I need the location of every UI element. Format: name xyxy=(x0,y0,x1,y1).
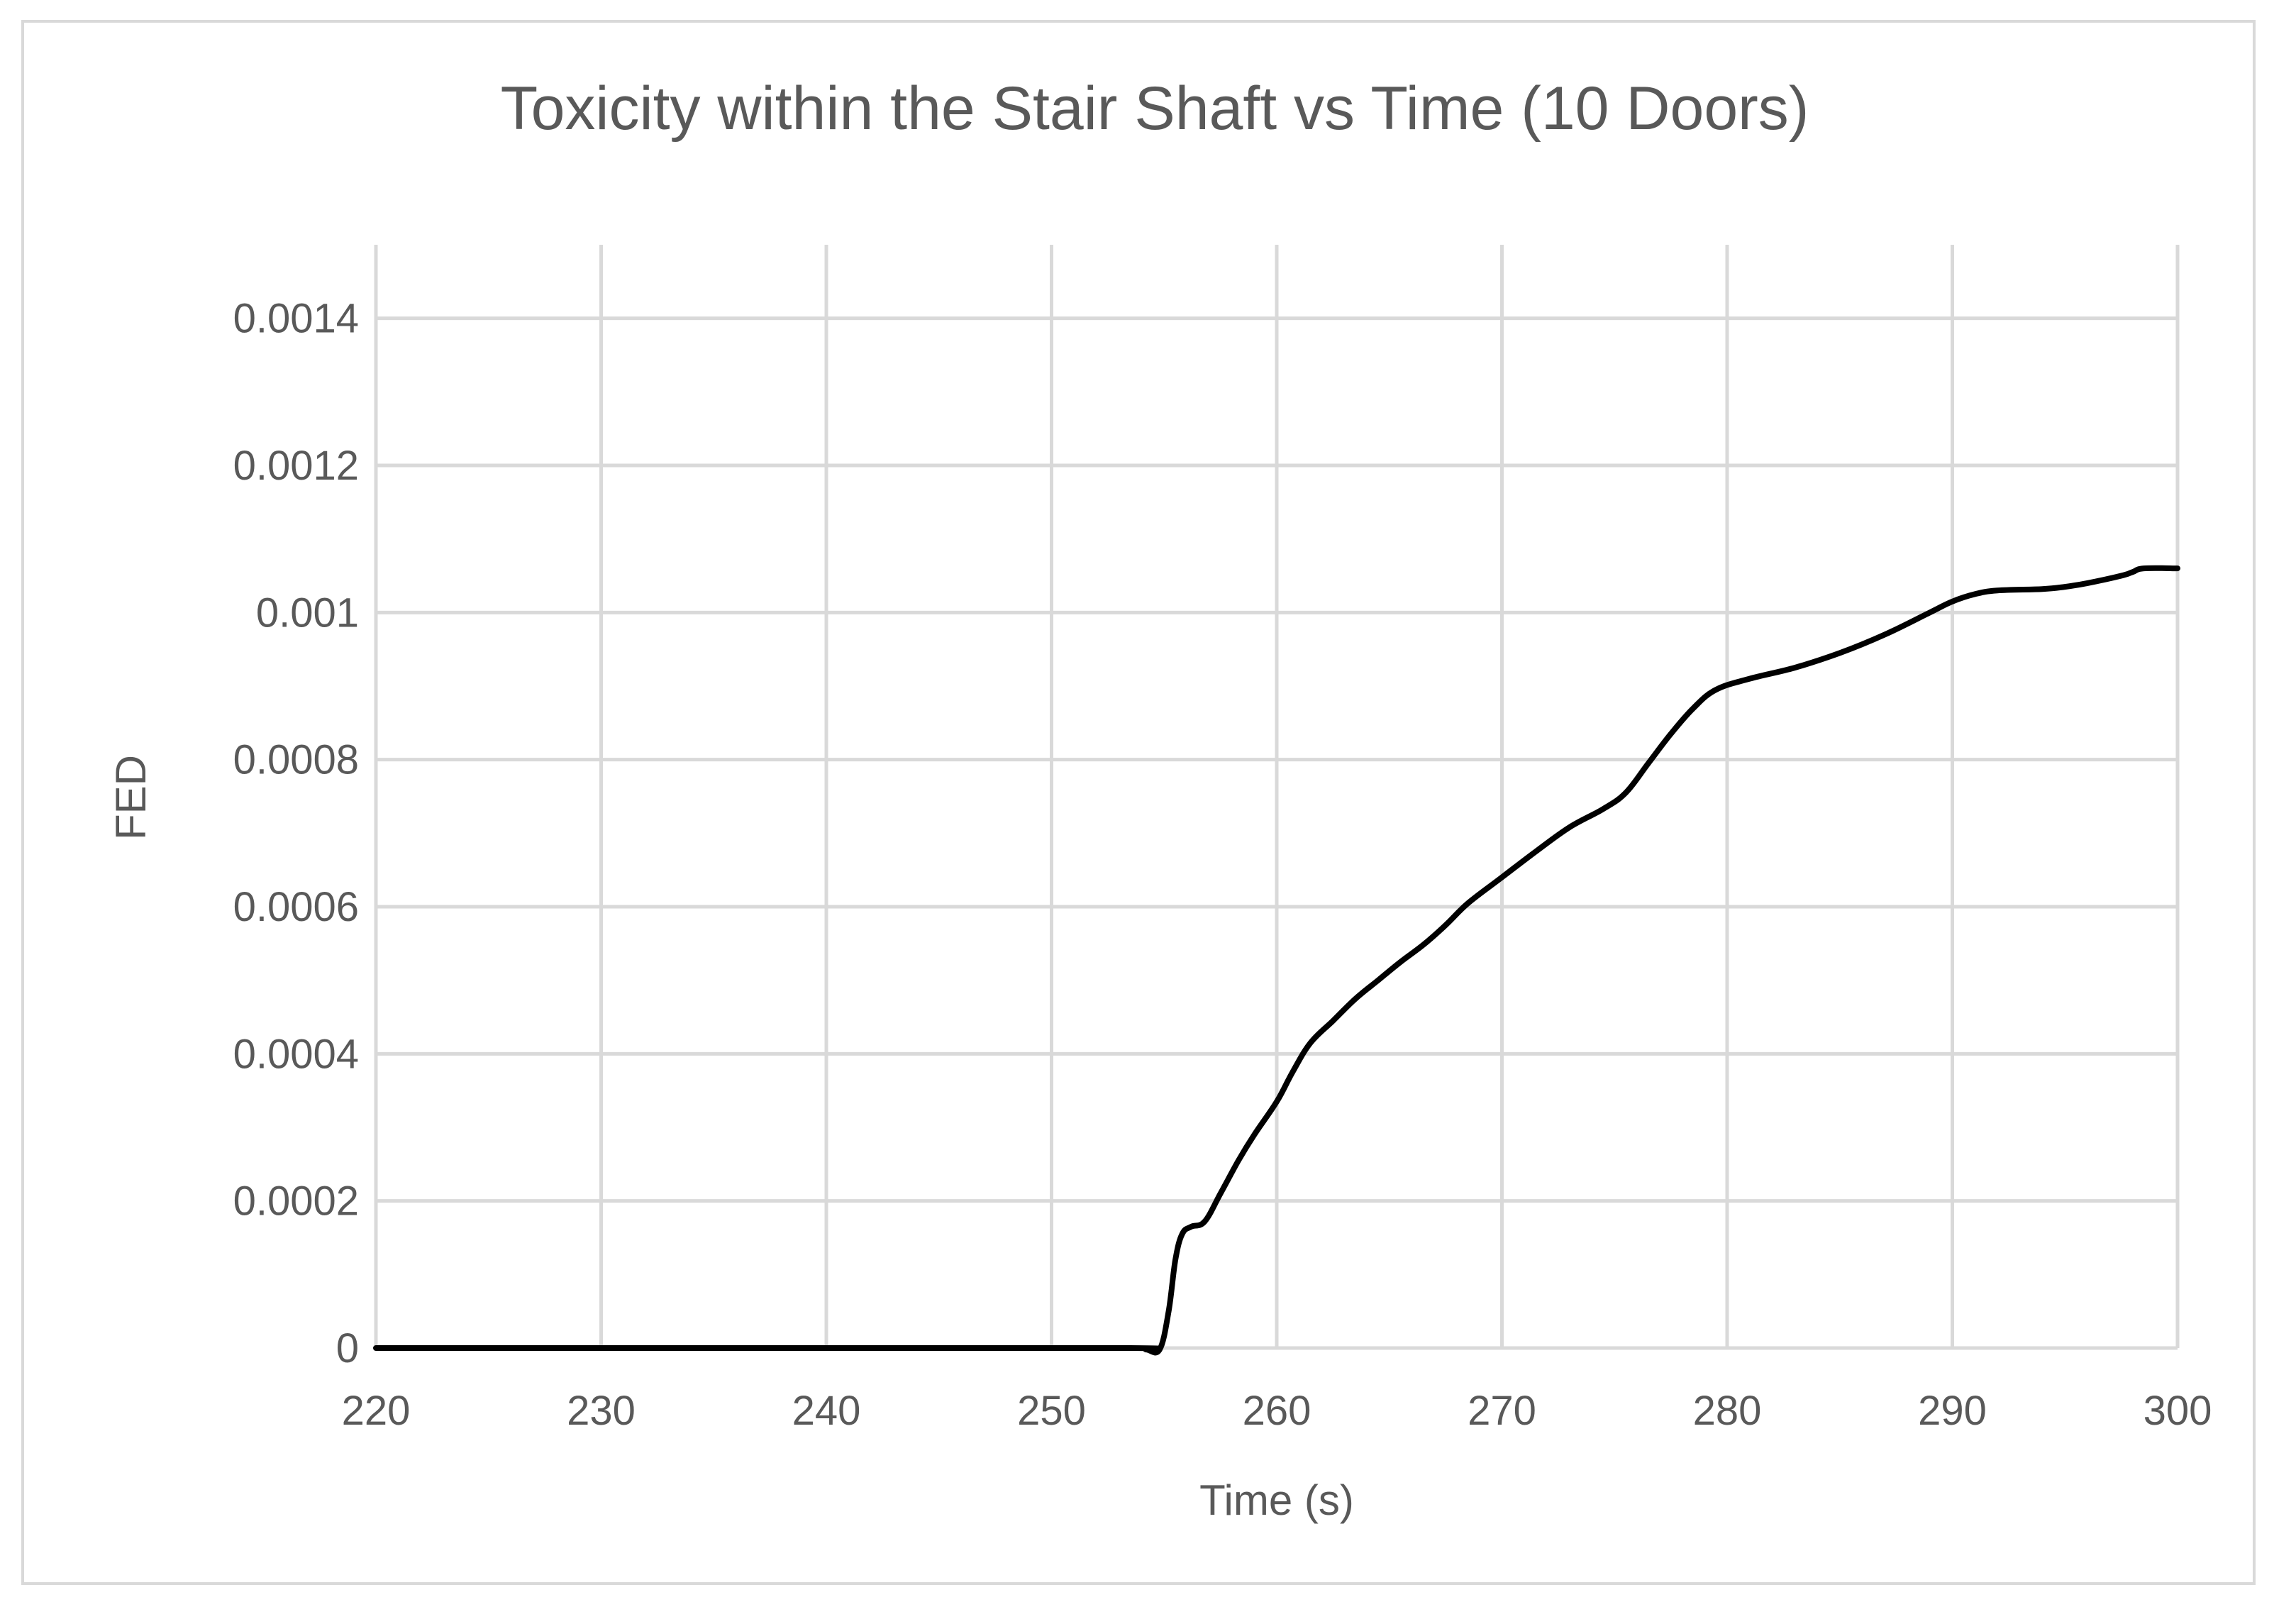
y-tick-label: 0.0002 xyxy=(233,1178,359,1225)
y-tick-label: 0.0004 xyxy=(233,1031,359,1077)
series-group xyxy=(373,565,2180,1356)
y-tick-label: 0.0006 xyxy=(233,884,359,930)
y-axis-title: FED xyxy=(107,755,155,840)
y-tick-label: 0 xyxy=(336,1325,359,1371)
y-tick-label: 0.0008 xyxy=(233,737,359,783)
x-axis-tick-labels: 220 230 240 250 260 270 280 290 300 xyxy=(342,1388,2212,1434)
y-tick-label: 0.0014 xyxy=(233,296,359,342)
x-axis-title: Time (s) xyxy=(1199,1476,1354,1524)
y-axis-tick-labels: 0 0.0002 0.0004 0.0006 0.0008 0.001 0.0012 0.00… xyxy=(233,296,359,1371)
chart-title: Toxicity within the Stair Shaft vs Time … xyxy=(501,74,1809,143)
x-tick-label: 300 xyxy=(2144,1388,2212,1434)
x-tick-label: 220 xyxy=(342,1388,411,1434)
x-tick-label: 240 xyxy=(792,1388,861,1434)
x-tick-label: 270 xyxy=(1468,1388,1536,1434)
x-tick-label: 280 xyxy=(1693,1388,1762,1434)
y-tick-label: 0.0012 xyxy=(233,443,359,489)
grid xyxy=(374,245,2180,1350)
x-tick-label: 260 xyxy=(1243,1388,1311,1434)
x-tick-label: 290 xyxy=(1918,1388,1987,1434)
y-tick-label: 0.001 xyxy=(256,590,359,636)
x-tick-label: 250 xyxy=(1017,1388,1086,1434)
x-tick-label: 230 xyxy=(567,1388,636,1434)
series-line-0 xyxy=(373,565,2180,1356)
chart-frame xyxy=(21,20,2256,1585)
